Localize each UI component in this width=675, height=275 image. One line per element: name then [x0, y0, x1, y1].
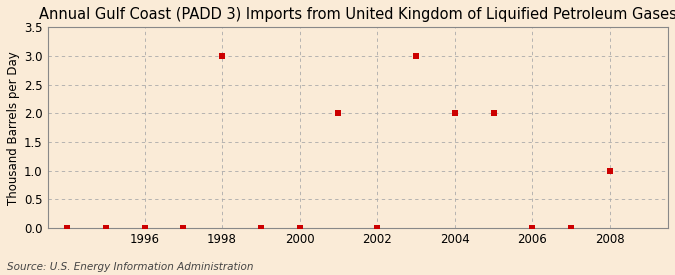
Point — [372, 226, 383, 230]
Title: Annual Gulf Coast (PADD 3) Imports from United Kingdom of Liquified Petroleum Ga: Annual Gulf Coast (PADD 3) Imports from … — [39, 7, 675, 22]
Point — [527, 226, 538, 230]
Text: Source: U.S. Energy Information Administration: Source: U.S. Energy Information Administ… — [7, 262, 253, 272]
Point — [410, 54, 421, 58]
Point — [217, 54, 227, 58]
Point — [139, 226, 150, 230]
Point — [566, 226, 576, 230]
Point — [101, 226, 111, 230]
Point — [178, 226, 189, 230]
Point — [450, 111, 460, 116]
Point — [61, 226, 72, 230]
Y-axis label: Thousand Barrels per Day: Thousand Barrels per Day — [7, 51, 20, 205]
Point — [255, 226, 266, 230]
Point — [605, 169, 616, 173]
Point — [294, 226, 305, 230]
Point — [333, 111, 344, 116]
Point — [488, 111, 499, 116]
